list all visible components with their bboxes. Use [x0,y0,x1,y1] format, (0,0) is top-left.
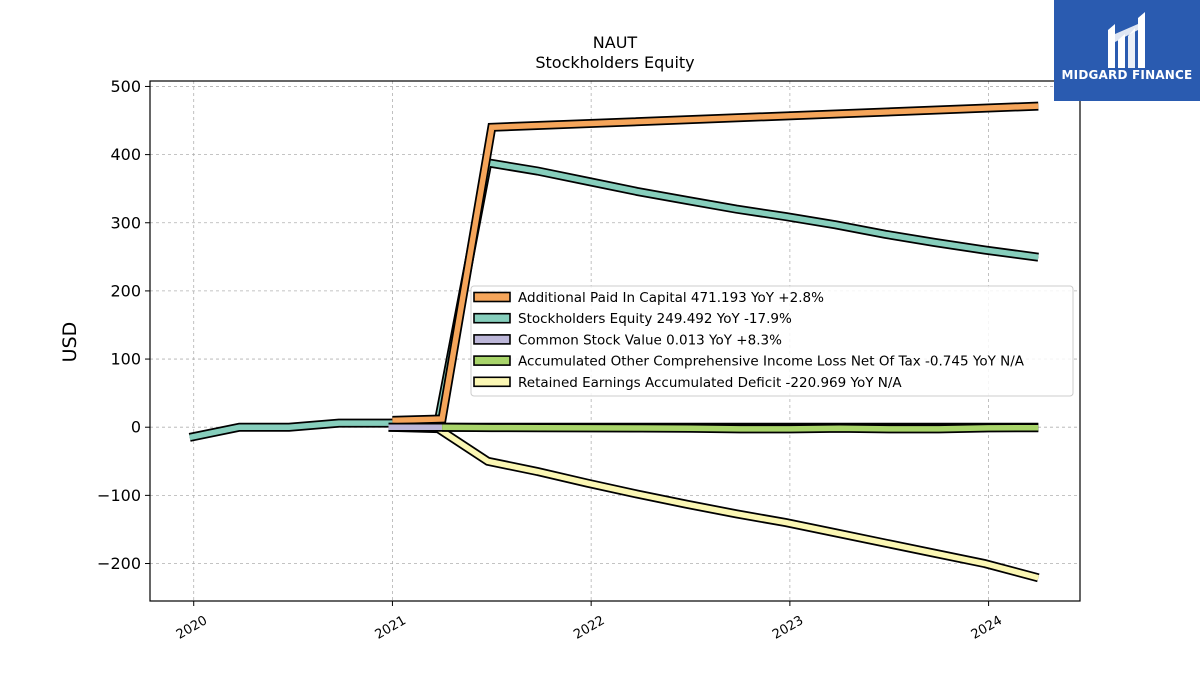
x-axis-ticks: 2020 2021 2022 2023 2024 [174,601,1005,643]
midgard-logo-icon [1108,12,1145,68]
series-line-stockholders-equity [189,159,1039,441]
y-tick-label: 0 [131,418,141,437]
logo-text: MIDGARD FINANCE [1061,68,1193,82]
y-tick-label: 100 [110,350,141,369]
y-axis-label: USD [59,322,81,363]
legend-label: Accumulated Other Comprehensive Income L… [518,354,1025,370]
brand-logo: MIDGARD FINANCE [1054,0,1200,101]
legend-label: Common Stock Value 0.013 YoY +8.3% [518,332,782,348]
y-tick-label: 500 [110,77,141,96]
x-tick-label: 2024 [969,613,1005,643]
x-tick-label: 2023 [770,613,806,643]
legend: Additional Paid In Capital 471.193 YoY +… [470,285,1074,397]
legend-swatch [473,376,511,388]
series-lines [188,101,1040,583]
series-line-retained-earnings-accumulated-deficit [388,424,1040,581]
y-tick-label: 200 [110,281,141,300]
y-tick-label: −200 [97,554,141,573]
y-axis-ticks: 500 400 300 200 100 0 −100 −200 [97,77,150,573]
legend-label: Stockholders Equity 249.492 YoY -17.9% [518,311,792,327]
plot-frame [149,80,1081,602]
legend-box [470,285,1074,397]
chart-title: NAUT [593,33,638,52]
legend-swatch [473,312,511,324]
x-tick-label: 2020 [174,613,210,643]
series-line-accumulated-other-comprehensive-income-loss-net-of-tax [442,424,1039,432]
y-tick-label: 300 [110,213,141,232]
legend-swatch [473,291,511,303]
legend-label: Additional Paid In Capital 471.193 YoY +… [518,290,824,306]
y-tick-label: −100 [97,486,141,505]
chart-subtitle: Stockholders Equity [535,53,694,72]
x-tick-label: 2021 [373,613,409,643]
legend-swatch [473,355,511,366]
y-tick-label: 400 [110,145,141,164]
legend-label: Retained Earnings Accumulated Deficit -2… [518,375,902,391]
legend-swatch [473,334,511,345]
x-tick-label: 2022 [571,613,607,643]
series-line-additional-paid-in-capital [392,103,1039,424]
